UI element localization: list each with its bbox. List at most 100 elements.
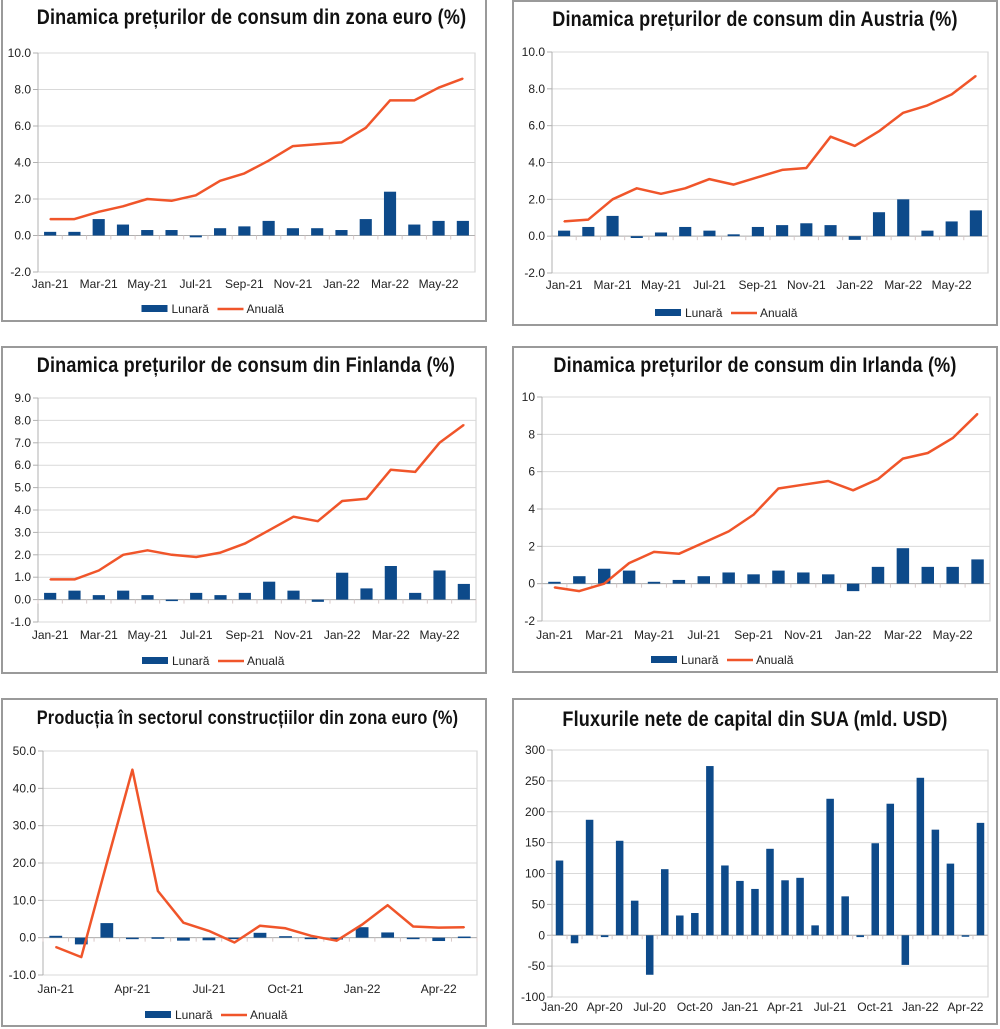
bar-May-22 [945, 221, 958, 237]
line-series-annual [50, 77, 464, 221]
x-tick-label: Oct-21 [268, 982, 304, 996]
bar-Oct-21 [279, 936, 292, 938]
legend-swatch-monthly [651, 656, 677, 663]
line-point-Feb-21 [587, 218, 590, 221]
x-tick-label: Jan-20 [541, 1000, 578, 1014]
x-tick-label: Sep-21 [734, 628, 773, 642]
bar-Apr-20 [600, 935, 609, 938]
chart-panel-us-capital-flows: Fluxurile nete de capital din SUA (mld. … [512, 698, 998, 1025]
bar-May-21 [141, 595, 154, 600]
line-point-Mar-21 [603, 582, 606, 585]
y-tick-label: 1.0 [14, 570, 31, 584]
x-tick-label: Jan-21 [722, 1000, 759, 1014]
bar-Sep-21 [856, 935, 864, 938]
bar-Aug-21 [722, 572, 735, 584]
line-point-Oct-21 [268, 529, 270, 531]
bar-Jul-20 [645, 935, 654, 975]
bar-Nov-21 [304, 937, 318, 940]
y-tick-label: -2 [524, 614, 535, 628]
line-point-Aug-21 [219, 551, 222, 554]
bar-Feb-22 [931, 829, 940, 936]
line-point-Apr-21 [122, 554, 124, 556]
bar-Jan-22 [848, 236, 861, 240]
bar-Aug-21 [214, 228, 227, 236]
line-point-Jun-21 [170, 200, 173, 202]
line-point-Jun-22 [975, 75, 977, 77]
y-tick-label: 0.0 [14, 229, 31, 243]
y-tick-label: 2.0 [14, 192, 31, 206]
line-point-Jan-22 [853, 145, 856, 147]
y-tick-label: 8.0 [528, 82, 545, 96]
line-point-Dec-21 [829, 135, 832, 138]
y-tick-label: 6.0 [14, 458, 31, 472]
legend-label-annual: Anuală [760, 306, 798, 320]
line-point-Jan-22 [852, 489, 854, 492]
line-point-Nov-21 [292, 515, 295, 518]
legend-label-monthly: Lunară [172, 654, 210, 668]
bar-Sep-21 [238, 226, 251, 236]
bar-Apr-21 [622, 570, 636, 584]
bar-May-20 [615, 840, 624, 936]
bar-Dec-21 [311, 599, 324, 602]
y-tick-label: 250 [525, 774, 545, 788]
bar-Feb-21 [573, 576, 586, 584]
bar-Mar-20 [585, 819, 594, 936]
x-tick-label: Jan-22 [324, 628, 361, 642]
y-tick-label: 5.0 [14, 481, 31, 495]
bar-Jul-21 [202, 937, 216, 941]
y-tick-label: -2.0 [10, 265, 31, 279]
bar-Mar-21 [92, 595, 105, 600]
legend-label-annual: Anuală [247, 302, 285, 316]
line-point-May-21 [660, 193, 662, 195]
bar-Apr-22 [921, 566, 934, 584]
bar-Sep-21 [253, 932, 267, 938]
y-tick-label: -1.0 [10, 615, 31, 629]
y-tick-label: 6.0 [528, 119, 545, 133]
x-tick-label: Oct-21 [857, 1000, 893, 1014]
line-point-Mar-21 [611, 198, 614, 201]
x-tick-label: Mar-21 [594, 278, 632, 292]
legend-swatch-monthly [141, 305, 168, 312]
bar-Aug-21 [228, 937, 241, 940]
y-tick-label: 20.0 [13, 856, 37, 870]
x-tick-label: Jan-22 [902, 1000, 939, 1014]
line-point-Apr-22 [926, 104, 929, 107]
line-point-Sep-21 [259, 924, 261, 927]
bar-Jun-21 [165, 599, 178, 602]
line-point-Apr-21 [628, 562, 630, 564]
legend-label-monthly: Lunară [172, 302, 210, 316]
bar-Jan-22 [355, 927, 369, 938]
line-point-Feb-22 [877, 478, 879, 480]
x-tick-label: Nov-21 [274, 628, 313, 642]
y-tick-label: 4 [528, 502, 535, 516]
y-tick-label: 6 [528, 465, 535, 479]
bar-Apr-21 [781, 880, 789, 936]
bar-Oct-20 [691, 913, 699, 936]
bar-Apr-21 [630, 236, 643, 239]
bar-Jun-21 [811, 925, 819, 936]
line-point-May-21 [146, 198, 149, 200]
y-tick-label: -100 [521, 990, 545, 1004]
bar-Dec-21 [822, 574, 835, 584]
x-tick-label: May-22 [419, 628, 459, 642]
chart-panel-austria-cpi: Dinamica prețurilor de consum din Austri… [512, 0, 998, 326]
legend-swatch-monthly [142, 657, 168, 664]
line-point-Jun-21 [678, 553, 680, 555]
y-tick-label: 4.0 [14, 156, 31, 170]
y-tick-label: 50 [532, 897, 546, 911]
chart-title: Producția în sectorul construcțiilor din… [36, 708, 459, 729]
x-tick-label: May-22 [419, 277, 459, 291]
bar-Jan-22 [336, 572, 349, 600]
line-point-Mar-22 [902, 457, 904, 460]
bar-Feb-22 [872, 212, 886, 237]
line-point-May-22 [437, 86, 440, 89]
y-tick-label: 4.0 [528, 156, 545, 170]
x-tick-label: Jul-21 [814, 1000, 847, 1014]
chart-panel-finland-cpi: Dinamica prețurilor de consum din Finlan… [1, 346, 487, 674]
y-tick-label: 0 [528, 577, 535, 591]
bar-Oct-21 [263, 581, 276, 600]
